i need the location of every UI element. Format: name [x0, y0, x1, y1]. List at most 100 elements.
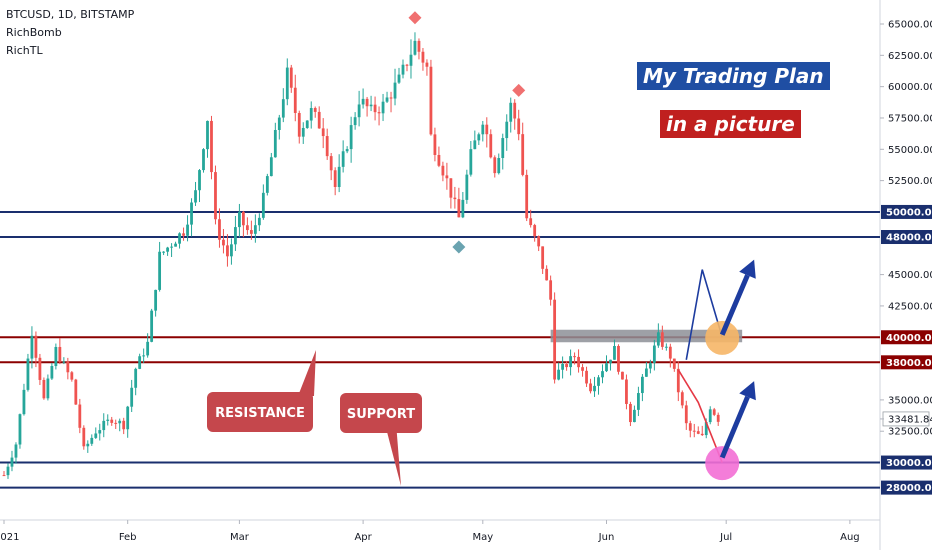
candle-up: [154, 289, 158, 311]
candle-down: [289, 67, 293, 88]
candle-up: [664, 346, 668, 348]
candle-up: [285, 67, 289, 100]
candle-up: [86, 443, 90, 447]
candle-down: [489, 134, 493, 158]
candle-down: [66, 361, 70, 373]
candle-down: [425, 62, 429, 67]
candle-down: [712, 409, 716, 415]
candle-up: [609, 359, 612, 364]
candle-up: [102, 420, 106, 431]
resistance-callout-label: RESISTANCE: [215, 406, 305, 421]
candle-up: [166, 247, 169, 252]
projection-path-lower: [677, 369, 723, 463]
candle-down: [114, 422, 118, 424]
target-circle-upper: [705, 320, 740, 355]
candle-up: [477, 134, 481, 141]
candle-down: [389, 97, 393, 99]
candle-up: [6, 466, 10, 476]
candle-down: [218, 219, 221, 240]
candle-down: [333, 170, 337, 187]
candle-down: [529, 218, 533, 226]
bullish-arrow-upper-shaft: [719, 274, 750, 336]
plan-title: My Trading Plan: [636, 61, 831, 91]
candle-up: [257, 217, 261, 226]
x-tick-label: 2021: [0, 532, 19, 543]
candle-down: [321, 128, 325, 137]
candle-down: [573, 356, 576, 358]
resistance-zone: [550, 329, 743, 343]
candle-up: [234, 227, 237, 245]
candle-up: [22, 389, 26, 415]
candle-down: [182, 233, 185, 236]
level-label-48000: 48000.00: [886, 233, 932, 244]
candle-up: [62, 361, 66, 363]
level-label-bg-48000: [881, 230, 932, 245]
candle-down: [78, 404, 82, 428]
x-tick-label: Apr: [354, 532, 372, 543]
x-tick-label: Aug: [840, 532, 860, 543]
candle-up: [50, 366, 54, 379]
candle-up: [261, 192, 265, 218]
candle-up: [54, 346, 58, 367]
signal-diamond-2: [452, 240, 466, 254]
candle-up: [174, 243, 177, 247]
candle-down: [421, 51, 425, 63]
candle-down: [533, 225, 537, 237]
candle-down: [680, 392, 684, 406]
candle-up: [641, 376, 644, 394]
resistance-callout-pointer: [298, 350, 316, 396]
candle-down: [222, 239, 225, 246]
candle-up: [194, 190, 197, 203]
candle-down: [672, 358, 676, 369]
candle-up: [601, 371, 604, 378]
candle-up: [401, 64, 405, 75]
signal-diamond-1: [512, 83, 526, 97]
candle-down: [445, 175, 449, 179]
candle-down: [581, 367, 584, 371]
candle-up: [613, 345, 616, 360]
candle-down: [696, 431, 700, 434]
candle-up: [397, 74, 401, 83]
candle-up: [46, 378, 50, 399]
x-tick-label: May: [472, 532, 493, 543]
resistance-callout-box: [207, 392, 313, 432]
candle-up: [98, 430, 102, 434]
bullish-arrow-lower-head: [739, 381, 756, 401]
x-tick-label: Feb: [119, 532, 137, 543]
candle-down: [449, 178, 453, 198]
candle-up: [269, 157, 273, 177]
candle-up: [633, 409, 636, 423]
candle-up: [90, 437, 94, 444]
level-label-bg-38000: [881, 355, 932, 370]
candle-up: [569, 356, 572, 368]
candle-down: [74, 379, 78, 405]
candle-up: [357, 104, 361, 118]
candle-up: [253, 225, 257, 234]
indicator-richtl: RichTL: [6, 44, 43, 57]
candle-down: [553, 299, 557, 380]
candle-up: [708, 409, 712, 423]
candle-down: [541, 246, 545, 269]
candle-down: [242, 211, 245, 226]
candle-down: [70, 372, 74, 380]
candle-down: [297, 112, 301, 137]
candle-up: [481, 124, 485, 135]
candle-down: [373, 104, 377, 113]
candle-down: [405, 64, 409, 66]
candle-up: [557, 369, 561, 380]
candle-up: [305, 120, 309, 128]
y-tick-label: 45000.00: [888, 270, 932, 281]
candle-up: [26, 358, 30, 390]
candle-up: [178, 233, 181, 244]
candle-down: [433, 134, 437, 155]
candle-down: [38, 357, 42, 380]
y-tick-label: 32500.00: [888, 427, 932, 438]
candle-up: [265, 176, 269, 193]
candle-up: [497, 158, 501, 174]
candle-down: [549, 280, 553, 300]
candle-up: [138, 356, 142, 369]
candle-up: [593, 385, 596, 392]
candle-up: [465, 174, 469, 200]
candle-down: [621, 371, 624, 380]
